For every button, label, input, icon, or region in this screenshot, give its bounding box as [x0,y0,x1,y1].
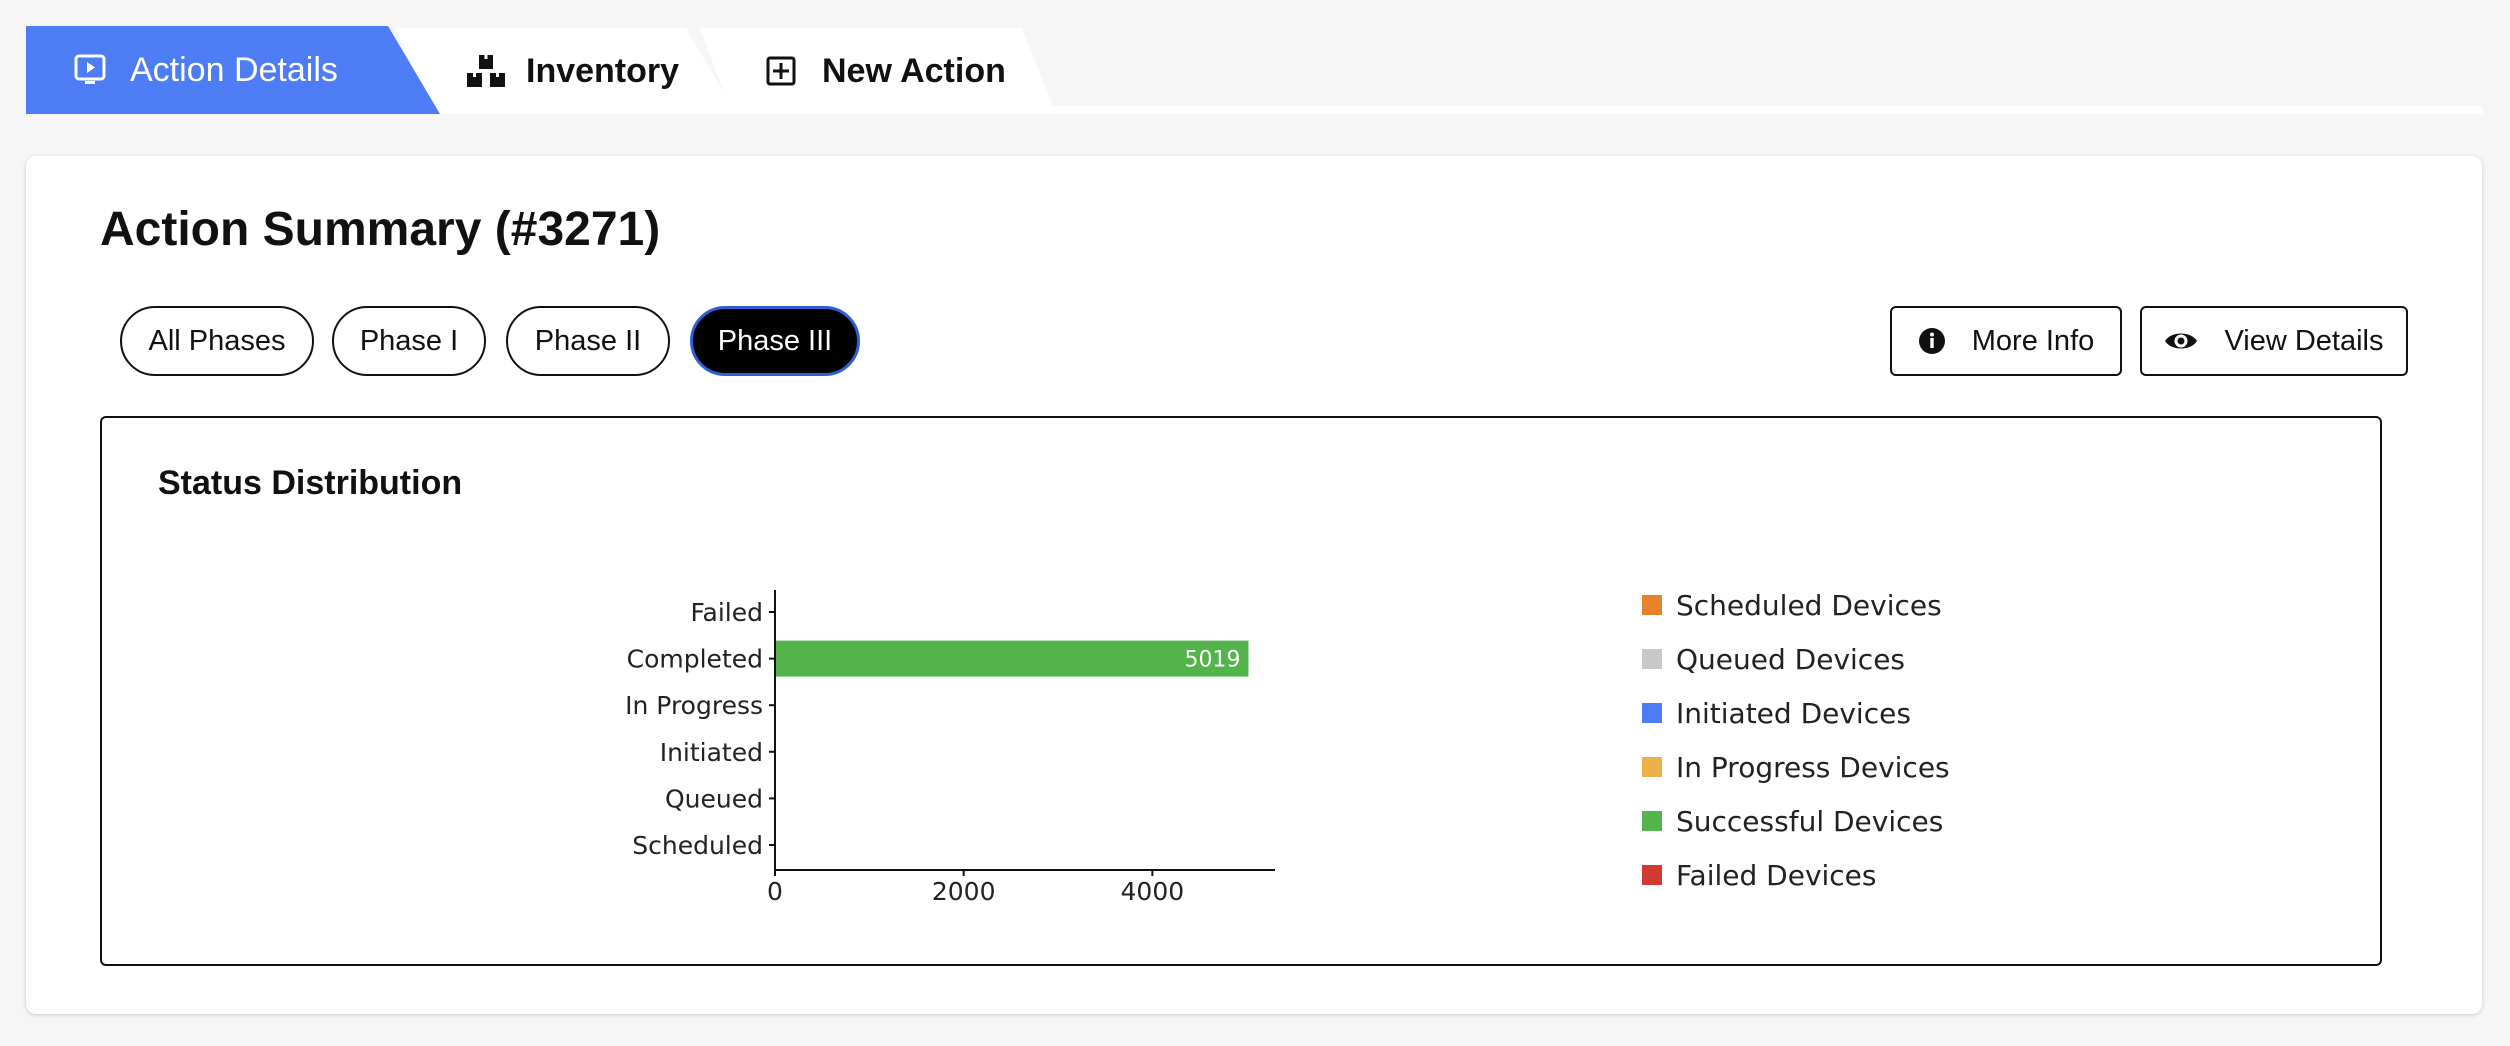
more-info-label: More Info [1971,324,2095,357]
info-circle-icon [1918,327,1946,355]
phase-all-button[interactable]: All Phases [120,306,314,376]
tab-inventory-shape [396,28,736,114]
legend-item: In Progress Devices [1642,740,1950,794]
legend-swatch [1642,865,1662,885]
y-tick-label: Queued [665,784,763,813]
panel-title: Status Distribution [158,464,463,502]
y-tick-label: Failed [690,598,763,627]
action-summary-card: Action Summary (#3271) All Phases Phase … [26,156,2482,1014]
phase-2-button[interactable]: Phase II [506,306,670,376]
x-tick-label: 0 [767,877,783,906]
legend-swatch [1642,703,1662,723]
legend-item: Successful Devices [1642,794,1950,848]
tab-inventory-label: Inventory [526,51,680,90]
legend-label: Queued Devices [1676,642,1906,676]
tab-new-action[interactable]: New Action [700,28,1056,114]
legend-item: Scheduled Devices [1642,578,1950,632]
legend-item: Failed Devices [1642,848,1950,902]
legend-label: Failed Devices [1676,858,1877,892]
play-screen-icon [74,54,106,86]
page-title: Action Summary (#3271) [100,203,661,256]
tab-new-action-label: New Action [822,51,1006,90]
legend-item: Queued Devices [1642,632,1950,686]
eye-icon [2164,329,2198,353]
chart-legend: Scheduled Devices Queued Devices Initiated… [1642,578,1950,902]
y-tick-label: Completed [627,645,763,674]
more-info-button[interactable]: More Info [1890,306,2122,376]
legend-swatch [1642,811,1662,831]
phase-3-button[interactable]: Phase III [690,306,860,376]
x-tick-label: 4000 [1121,877,1185,906]
tab-action-details[interactable]: Action Details [26,26,440,114]
legend-label: Scheduled Devices [1676,588,1942,622]
phase-1-button[interactable]: Phase I [332,306,486,376]
status-bar-chart: Scheduled Queued Initiated In Progress Compl… [625,590,1275,906]
legend-swatch [1642,757,1662,777]
tab-bar-underline [26,106,2482,114]
legend-item: Initiated Devices [1642,686,1950,740]
legend-swatch [1642,649,1662,669]
legend-label: In Progress Devices [1676,750,1950,784]
bar [776,640,1249,677]
y-tick-label: Initiated [660,738,763,767]
plus-square-icon [766,56,796,86]
x-tick-label: 2000 [932,877,996,906]
tab-inventory[interactable]: Inventory [396,28,736,114]
legend-swatch [1642,595,1662,615]
tab-action-details-label: Action Details [130,50,338,89]
bar-data-label: 5019 [1184,648,1240,673]
boxes-icon [466,54,506,88]
legend-label: Successful Devices [1676,804,1944,838]
legend-label: Initiated Devices [1676,696,1911,730]
tab-action-details-shape [26,26,440,114]
y-tick-label: Scheduled [632,831,763,860]
tab-bar: New Action Inventory [0,0,2510,118]
view-details-label: View Details [2224,324,2384,357]
status-distribution-panel: Status Distribution Scheduled Queued Initi… [100,416,2382,966]
view-details-button[interactable]: View Details [2140,306,2408,376]
y-tick-label: In Progress [625,691,763,720]
tab-new-action-shape [700,28,1056,114]
